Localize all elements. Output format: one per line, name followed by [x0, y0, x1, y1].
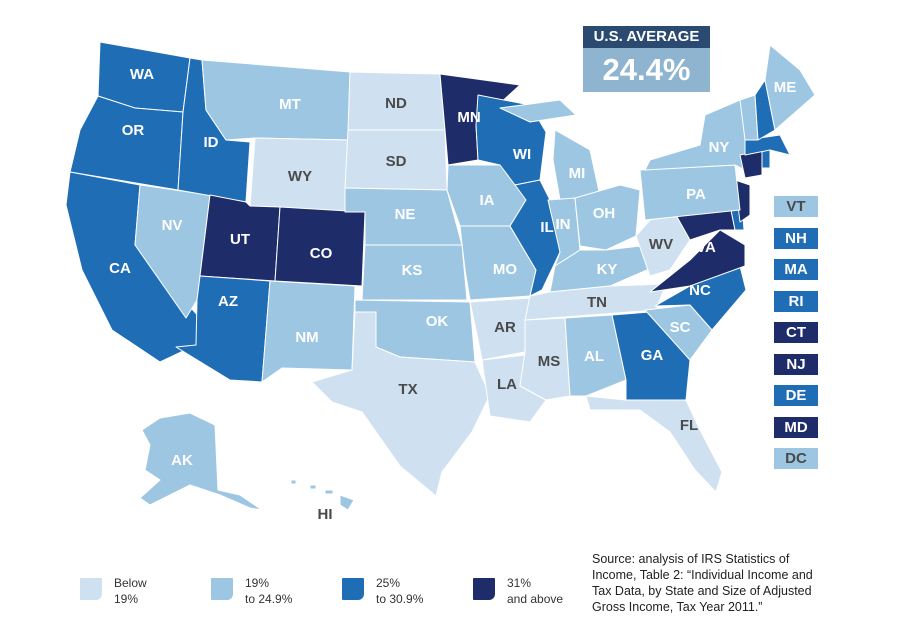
state-il — [509, 179, 561, 297]
state-label-va: VA — [696, 239, 716, 256]
legend-label: 25% — [376, 576, 401, 590]
state-mt — [201, 59, 351, 141]
state-label-ne: NE — [395, 206, 416, 223]
key-box-nh: NH — [774, 227, 818, 249]
state-label-oh: OH — [593, 205, 616, 222]
state-label-mi: MI — [569, 165, 586, 182]
us-average-box: U.S. AVERAGE 24.4% — [583, 26, 710, 92]
state-label-nc: NC — [689, 282, 711, 299]
state-label-ny: NY — [709, 139, 730, 156]
state-label-me: ME — [774, 79, 797, 96]
key-box-ma: MA — [774, 259, 818, 280]
state-label-id: ID — [204, 134, 219, 151]
state-label-in: IN — [556, 216, 571, 233]
state-label-mo: MO — [493, 261, 517, 278]
legend-swatch — [473, 578, 495, 600]
state-label-mt: MT — [279, 96, 301, 113]
legend-label: 31% — [507, 576, 532, 590]
state-label-al: AL — [584, 348, 604, 365]
state-label-nd: ND — [385, 95, 407, 112]
state-label-wa: WA — [130, 66, 154, 83]
state-nm — [261, 280, 356, 383]
legend-swatch — [211, 578, 233, 600]
state-label-sd: SD — [386, 153, 407, 170]
us-average-label: U.S. AVERAGE — [583, 26, 710, 48]
state-label-ak: AK — [171, 452, 193, 469]
legend-swatch — [80, 578, 102, 600]
state-fl — [585, 395, 723, 493]
source-note: Source: analysis of IRS Statistics of In… — [592, 552, 813, 614]
state-ak — [139, 412, 263, 511]
legend-item-below-19: Below 19% — [80, 575, 147, 607]
state-label-ky: KY — [597, 261, 618, 278]
state-label-ut: UT — [230, 231, 250, 248]
state-label-fl: FL — [680, 417, 698, 434]
state-label-wi: WI — [513, 146, 531, 163]
state-tx — [311, 311, 491, 497]
legend-label: to 30.9% — [376, 592, 424, 606]
state-label-ks: KS — [402, 262, 423, 279]
legend-swatch — [342, 578, 364, 600]
state-label-tn: TN — [587, 294, 607, 311]
key-box-dc: DC — [774, 448, 818, 469]
legend-label: 19% — [114, 592, 139, 606]
state-al — [564, 314, 627, 397]
us-average-value: 24.4% — [583, 48, 710, 92]
legend-label: Below — [114, 576, 147, 590]
key-box-nj: NJ — [774, 353, 818, 375]
legend-label: to 24.9% — [245, 592, 293, 606]
state-label-ok: OK — [426, 313, 449, 330]
state-label-wv: WV — [649, 236, 673, 253]
state-label-sc: SC — [670, 319, 691, 336]
state-label-nm: NM — [295, 329, 318, 346]
state-label-ms: MS — [538, 353, 561, 370]
state-label-la: LA — [497, 376, 517, 393]
state-me — [764, 44, 816, 131]
key-box-vt: VT — [774, 196, 818, 217]
key-box-ri: RI — [774, 290, 818, 312]
state-hi — [290, 479, 355, 511]
state-label-ca: CA — [109, 260, 131, 277]
legend-label: and above — [507, 592, 564, 606]
state-label-tx: TX — [398, 381, 417, 398]
state-ks — [361, 244, 468, 301]
state-ny — [644, 99, 756, 171]
state-ri — [761, 149, 771, 169]
state-label-pa: PA — [686, 186, 706, 203]
legend-label: 19% — [245, 576, 270, 590]
state-label-wy: WY — [288, 168, 312, 185]
state-label-nv: NV — [162, 217, 183, 234]
state-label-hi: HI — [318, 506, 333, 523]
state-label-az: AZ — [218, 293, 238, 310]
key-box-de: DE — [774, 385, 818, 406]
key-box-ct: CT — [774, 322, 818, 343]
state-label-or: OR — [122, 122, 145, 139]
state-label-co: CO — [310, 245, 333, 262]
legend-item-19-to-24-9: 19% to 24.9% — [211, 575, 292, 607]
legend-item-25-to-30-9: 25% to 30.9% — [342, 575, 423, 607]
state-co — [274, 206, 366, 287]
legend-item-31-and-above: 31% and above — [473, 575, 563, 607]
state-label-ia: IA — [480, 192, 495, 209]
state-label-il: IL — [540, 219, 553, 236]
state-label-mn: MN — [457, 109, 480, 126]
state-ar — [469, 297, 531, 361]
state-label-ga: GA — [641, 347, 664, 364]
state-va — [649, 229, 746, 293]
state-label-ar: AR — [494, 319, 516, 336]
key-box-md: MD — [774, 416, 818, 438]
